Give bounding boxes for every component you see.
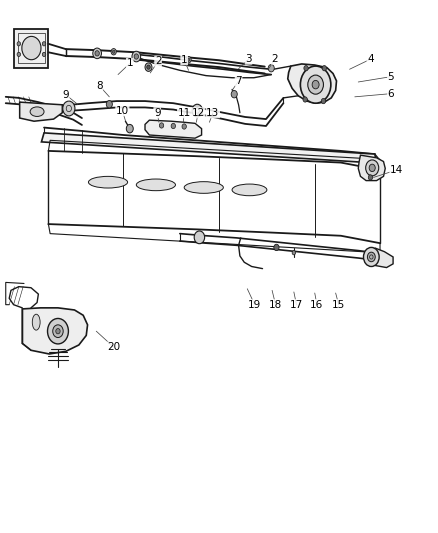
Circle shape: [111, 49, 116, 55]
Text: 20: 20: [107, 342, 120, 352]
Circle shape: [322, 66, 326, 71]
Circle shape: [22, 36, 41, 60]
Text: 11: 11: [177, 108, 191, 118]
Circle shape: [17, 42, 21, 46]
Circle shape: [159, 123, 164, 128]
Text: 2: 2: [155, 56, 161, 66]
Polygon shape: [288, 64, 336, 103]
Ellipse shape: [232, 184, 267, 196]
Circle shape: [17, 52, 21, 56]
Circle shape: [63, 101, 75, 116]
Text: 12: 12: [191, 108, 205, 118]
Circle shape: [42, 42, 46, 46]
Circle shape: [369, 164, 375, 172]
Circle shape: [134, 54, 138, 59]
Circle shape: [95, 51, 99, 56]
Polygon shape: [22, 308, 88, 354]
Circle shape: [113, 50, 115, 53]
Text: 14: 14: [390, 165, 403, 175]
Ellipse shape: [184, 182, 223, 193]
Circle shape: [53, 325, 63, 337]
Circle shape: [321, 99, 325, 104]
Circle shape: [47, 318, 68, 344]
Text: 2: 2: [272, 54, 278, 64]
Text: 13: 13: [206, 108, 219, 118]
Circle shape: [364, 247, 379, 266]
Text: 3: 3: [245, 54, 252, 64]
Polygon shape: [358, 155, 385, 181]
Polygon shape: [42, 133, 377, 163]
Circle shape: [42, 52, 46, 56]
Text: 6: 6: [388, 88, 394, 99]
Circle shape: [368, 175, 373, 180]
Text: 4: 4: [367, 54, 374, 64]
Ellipse shape: [136, 179, 176, 191]
Circle shape: [186, 56, 191, 63]
Circle shape: [194, 231, 205, 244]
Text: 7: 7: [235, 76, 242, 86]
Circle shape: [274, 244, 279, 251]
Circle shape: [312, 80, 319, 89]
Circle shape: [300, 66, 331, 103]
Text: 9: 9: [63, 90, 69, 100]
Circle shape: [187, 58, 190, 61]
Text: 15: 15: [332, 300, 345, 310]
Text: 1: 1: [181, 55, 187, 64]
Circle shape: [308, 75, 323, 94]
Circle shape: [366, 160, 379, 176]
Text: 16: 16: [310, 300, 324, 310]
Text: 8: 8: [96, 80, 102, 91]
Circle shape: [268, 64, 274, 72]
Circle shape: [231, 91, 237, 98]
Text: 17: 17: [290, 300, 303, 310]
Polygon shape: [14, 29, 48, 68]
Circle shape: [126, 124, 133, 133]
Circle shape: [192, 104, 202, 117]
Circle shape: [132, 51, 141, 62]
Circle shape: [182, 124, 186, 129]
Circle shape: [93, 48, 102, 59]
Ellipse shape: [30, 107, 44, 116]
Polygon shape: [145, 120, 201, 138]
Text: 19: 19: [248, 300, 261, 310]
Circle shape: [145, 63, 152, 71]
Circle shape: [171, 123, 176, 128]
Circle shape: [292, 251, 296, 255]
Text: 1: 1: [127, 59, 133, 68]
Circle shape: [56, 328, 60, 334]
Circle shape: [147, 65, 150, 69]
Text: 9: 9: [154, 108, 160, 118]
Circle shape: [303, 97, 307, 102]
Circle shape: [106, 101, 113, 108]
Ellipse shape: [88, 176, 127, 188]
Text: 18: 18: [269, 300, 282, 310]
Text: 10: 10: [116, 106, 129, 116]
Polygon shape: [375, 248, 393, 268]
Ellipse shape: [32, 314, 40, 330]
Circle shape: [367, 252, 375, 262]
Polygon shape: [20, 102, 62, 121]
Circle shape: [304, 66, 308, 71]
Text: 5: 5: [388, 71, 394, 82]
